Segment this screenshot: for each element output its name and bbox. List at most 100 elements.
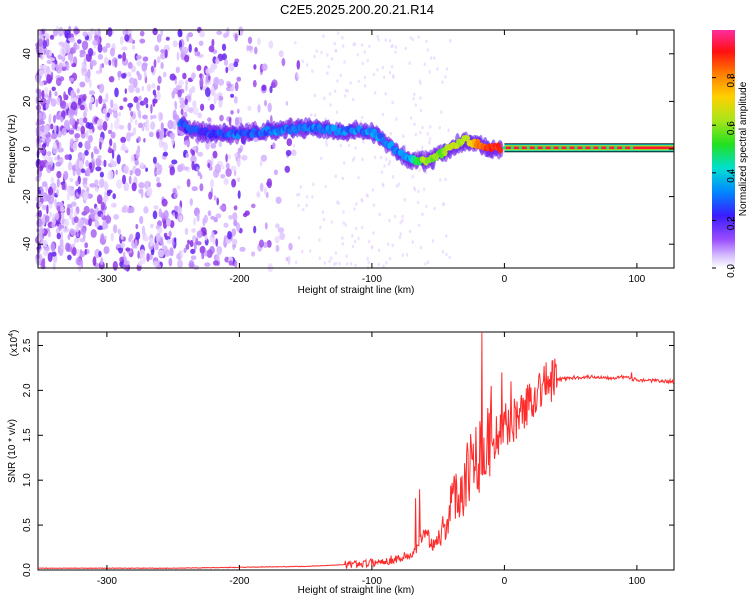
noise-blob xyxy=(99,83,105,94)
noise-blob xyxy=(172,212,176,217)
noise-blob xyxy=(196,64,202,71)
noise-blob xyxy=(81,153,85,158)
noise-blob xyxy=(73,28,80,35)
noise-blob xyxy=(232,238,238,246)
noise-blob xyxy=(215,238,219,247)
noise-blob xyxy=(341,176,344,181)
snr-y-label: SNR (10 * v/v) xyxy=(7,419,18,483)
noise-blob xyxy=(232,245,235,251)
noise-blob xyxy=(98,250,102,258)
noise-blob xyxy=(135,87,141,94)
noise-blob xyxy=(192,235,197,242)
noise-blob xyxy=(441,249,445,254)
noise-blob xyxy=(275,223,280,229)
noise-blob xyxy=(112,193,116,200)
noise-blob xyxy=(360,199,364,203)
noise-blob xyxy=(216,246,222,256)
colorbar: 0.0 0.2 0.4 0.6 0.8 Normalized spectral ampl… xyxy=(712,30,749,278)
noise-blob xyxy=(370,245,374,250)
noise-blob xyxy=(93,148,100,155)
noise-blob xyxy=(341,236,344,240)
noise-blob xyxy=(183,103,190,113)
noise-blob xyxy=(387,242,390,247)
noise-blob xyxy=(207,162,211,168)
noise-blob xyxy=(141,85,145,92)
noise-blob xyxy=(77,186,82,195)
noise-blob xyxy=(38,89,42,99)
noise-blob xyxy=(152,27,158,36)
noise-blob xyxy=(379,155,383,160)
noise-blob xyxy=(417,35,420,39)
noise-blob xyxy=(188,87,193,97)
noise-blob xyxy=(228,260,234,266)
noise-blob xyxy=(393,214,397,219)
noise-blob xyxy=(105,42,111,49)
noise-blob xyxy=(152,114,157,119)
noise-blob xyxy=(185,79,189,86)
noise-blob xyxy=(97,155,102,160)
noise-blob xyxy=(182,72,187,80)
x-tick-label: -200 xyxy=(229,576,249,587)
noise-blob xyxy=(205,87,211,98)
noise-blob xyxy=(254,46,258,55)
noise-blob xyxy=(87,193,93,199)
noise-blob xyxy=(49,51,52,57)
noise-blob xyxy=(337,201,340,205)
noise-blob xyxy=(77,39,82,44)
noise-blob xyxy=(302,207,305,212)
noise-blob xyxy=(94,186,100,192)
noise-blob xyxy=(305,63,309,67)
noise-blob xyxy=(227,230,232,240)
noise-blob xyxy=(179,46,183,52)
noise-blob xyxy=(134,239,138,249)
noise-blob xyxy=(196,230,203,239)
noise-blob xyxy=(286,138,293,147)
noise-blob xyxy=(75,160,78,170)
noise-blob xyxy=(285,100,289,106)
noise-blob xyxy=(326,71,329,75)
noise-blob xyxy=(199,30,205,38)
noise-blob xyxy=(152,99,156,107)
noise-blob xyxy=(226,83,232,88)
noise-blob xyxy=(321,210,325,214)
noise-blob xyxy=(234,117,239,127)
noise-blob xyxy=(322,217,326,222)
noise-blob xyxy=(103,180,108,190)
tone-core-band xyxy=(504,146,674,150)
noise-blob xyxy=(88,218,92,227)
noise-blob xyxy=(118,112,121,117)
noise-blob xyxy=(408,61,411,65)
noise-blob xyxy=(325,140,328,144)
noise-blob xyxy=(212,150,218,159)
noise-blob xyxy=(233,219,238,227)
noise-blob xyxy=(123,260,130,266)
noise-blob xyxy=(92,256,97,267)
noise-blob xyxy=(200,103,205,112)
tone-marker xyxy=(630,146,634,150)
noise-blob xyxy=(80,168,86,174)
noise-blob xyxy=(47,230,52,238)
noise-blob xyxy=(361,115,364,120)
noise-blob xyxy=(352,97,355,102)
noise-blob xyxy=(383,164,386,168)
noise-blob xyxy=(183,140,189,146)
noise-blob xyxy=(378,248,381,253)
noise-blob xyxy=(70,206,74,215)
noise-blob xyxy=(213,195,217,201)
noise-blob xyxy=(56,96,61,106)
noise-blob xyxy=(87,68,91,79)
noise-blob xyxy=(130,111,134,117)
noise-blob xyxy=(42,257,46,268)
noise-blob xyxy=(107,170,114,180)
noise-blob xyxy=(374,91,377,95)
noise-blob xyxy=(259,182,264,192)
noise-blob xyxy=(221,43,227,51)
noise-blob xyxy=(174,101,178,110)
noise-blob xyxy=(342,210,345,214)
x-tick-label: 0 xyxy=(502,576,508,587)
noise-blob xyxy=(177,259,183,269)
noise-blob xyxy=(142,114,148,120)
y-tick-label: 2.5 xyxy=(22,338,33,352)
noise-blob xyxy=(398,235,402,240)
noise-blob xyxy=(51,222,56,229)
